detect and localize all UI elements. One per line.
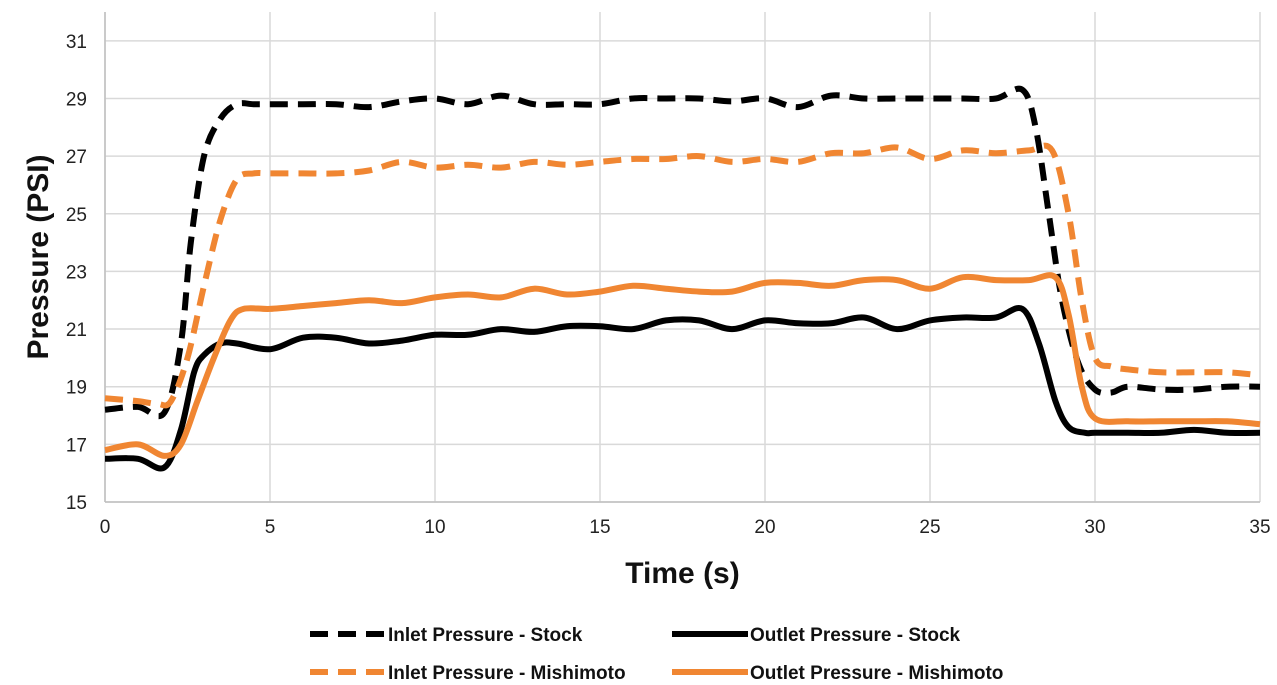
y-axis-ticks: 15 17 19 21 23 25 27 29 31 xyxy=(66,32,87,514)
y-tick-label: 31 xyxy=(66,32,87,53)
x-tick-label: 15 xyxy=(589,517,610,538)
x-tick-label: 30 xyxy=(1084,517,1105,538)
x-axis-ticks: 0 5 10 15 20 25 30 35 xyxy=(100,517,1271,538)
legend-label-inlet-pressure-stock: Inlet Pressure - Stock xyxy=(388,625,583,646)
x-tick-label: 35 xyxy=(1249,517,1270,538)
chart-series-lines xyxy=(104,85,1261,472)
chart-legend: Inlet Pressure - Stock Outlet Pressure - … xyxy=(310,625,1003,684)
legend-label-inlet-pressure-mishimoto: Inlet Pressure - Mishimoto xyxy=(388,663,626,684)
chart-axes xyxy=(104,12,1260,503)
chart-gridlines xyxy=(104,12,1261,503)
series-line-outlet-pressure-mishimoto xyxy=(104,272,1261,459)
x-tick-label: 5 xyxy=(265,517,276,538)
series-line-inlet-pressure-stock xyxy=(104,85,1261,420)
x-axis-title: Time (s) xyxy=(625,557,739,590)
x-tick-label: 25 xyxy=(919,517,940,538)
legend-label-outlet-pressure-stock: Outlet Pressure - Stock xyxy=(750,625,961,646)
series-line-inlet-pressure-mishimoto xyxy=(104,142,1261,409)
x-tick-label: 20 xyxy=(754,517,775,538)
y-tick-label: 17 xyxy=(66,435,87,456)
y-tick-label: 25 xyxy=(66,205,87,226)
y-tick-label: 27 xyxy=(66,147,87,168)
x-tick-label: 10 xyxy=(424,517,445,538)
legend-label-outlet-pressure-mishimoto: Outlet Pressure - Mishimoto xyxy=(750,663,1003,684)
y-tick-label: 21 xyxy=(66,320,87,341)
series-line-outlet-pressure-stock xyxy=(104,304,1261,472)
y-axis-title: Pressure (PSI) xyxy=(22,154,55,359)
x-tick-label: 0 xyxy=(100,517,111,538)
y-tick-label: 15 xyxy=(66,493,87,514)
y-tick-label: 23 xyxy=(66,262,87,283)
y-tick-label: 29 xyxy=(66,89,87,110)
y-tick-label: 19 xyxy=(66,378,87,399)
